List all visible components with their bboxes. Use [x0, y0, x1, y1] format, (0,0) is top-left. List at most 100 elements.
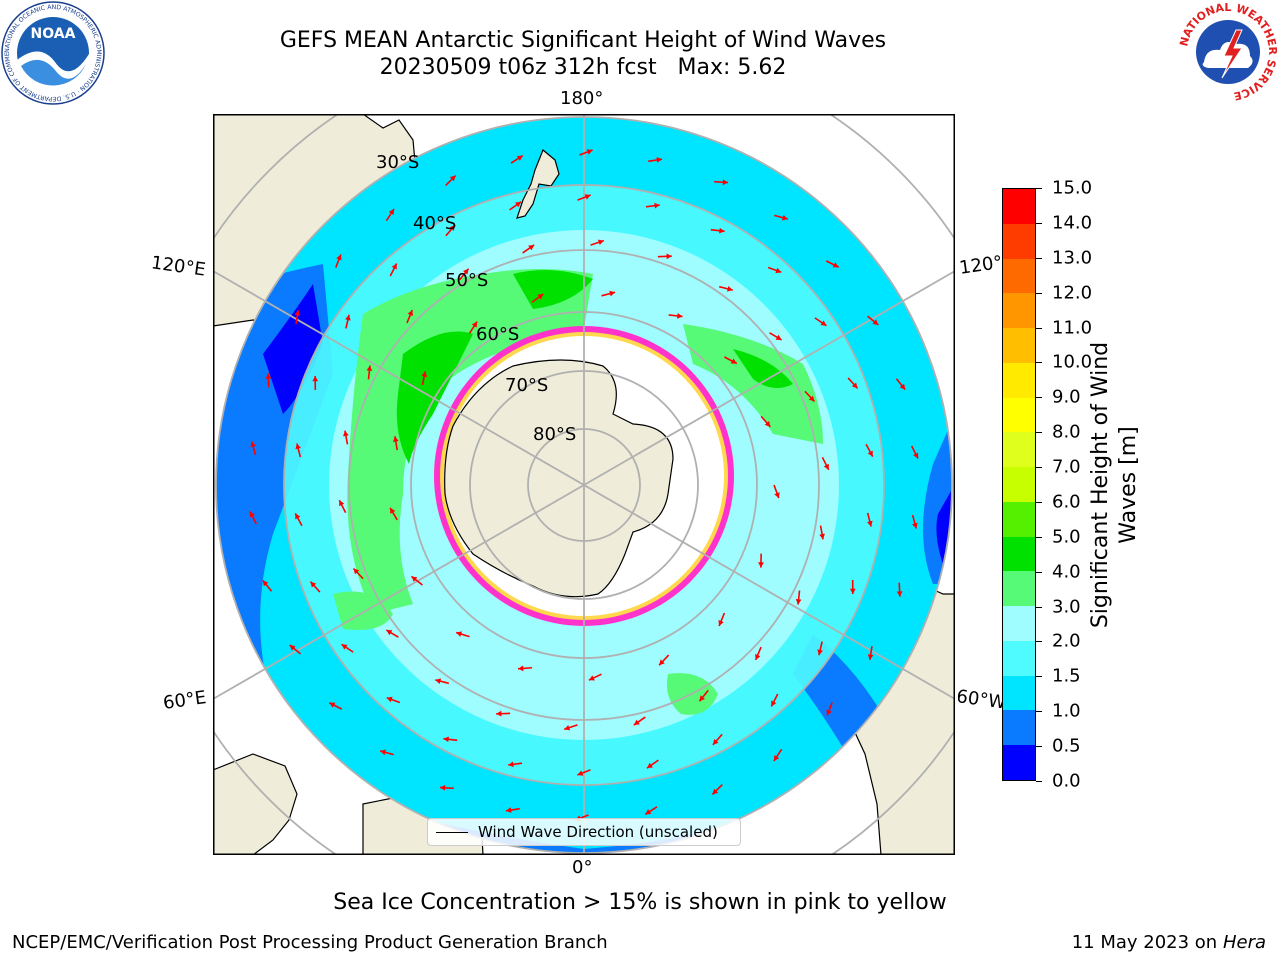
- wave-arrow-head: [380, 749, 387, 756]
- wave-arrow-head: [867, 450, 873, 457]
- wave-arrow-head: [386, 630, 393, 636]
- colorbar-tick-mark: [1036, 397, 1042, 399]
- wave-patch-green-north: [513, 270, 593, 309]
- wave-arrow-head: [537, 294, 544, 300]
- colorbar-tick-mark: [1036, 432, 1042, 434]
- colorbar-segment: [1003, 571, 1035, 607]
- wave-arrow-head: [439, 784, 446, 791]
- wave-arrow-head: [774, 492, 780, 499]
- legend-line: [436, 831, 468, 833]
- wave-arrow-head: [435, 678, 442, 684]
- colorbar-tick-mark: [1036, 746, 1042, 748]
- colorbar-tick-mark: [1036, 781, 1042, 782]
- noaa-logo: NATIONAL OCEANIC AND ATMOSPHERIC ADMINIS…: [0, 0, 106, 106]
- colorbar-segment: [1003, 640, 1035, 676]
- wave-arrow-head: [775, 334, 782, 340]
- wave-arrow-head: [336, 254, 342, 261]
- colorbar-tick-label: 4.0: [1052, 561, 1081, 583]
- colorbar-segment: [1003, 362, 1035, 398]
- nws-logo: NATIONAL WEATHER SERVICE: [1176, 0, 1280, 104]
- wave-arrow-head: [795, 598, 802, 605]
- colorbar-tick-label: 11.0: [1052, 317, 1093, 339]
- wave-arrow-head: [597, 239, 604, 246]
- lon-label-0: 0°: [572, 857, 593, 878]
- wave-arrow-head: [851, 382, 858, 389]
- colorbar-tick-label: 2.0: [1052, 630, 1081, 652]
- wave-arrow-head: [654, 202, 660, 209]
- wave-arrow-head: [407, 310, 413, 316]
- wave-arrow-head: [755, 654, 761, 660]
- wave-arrow-head: [912, 522, 918, 529]
- lon-label-60w: 60°W: [958, 686, 1002, 714]
- colorbar-tick-mark: [1036, 362, 1042, 364]
- colorbar-tick-label: 5.0: [1052, 526, 1081, 548]
- wave-arrow-head: [656, 157, 663, 163]
- wave-arrow-head: [515, 201, 522, 208]
- wave-arrow-head: [867, 654, 874, 660]
- wave-arrow-head: [345, 314, 351, 321]
- wave-arrow-head: [849, 588, 856, 595]
- wave-arrow-head: [899, 383, 906, 390]
- wave-arrow-head: [584, 194, 591, 200]
- wave-arrow-head: [820, 320, 827, 326]
- colorbar-segment: [1003, 536, 1035, 572]
- colorbar-segment: [1003, 467, 1035, 502]
- wave-arrow-head: [265, 373, 272, 379]
- wave-arrow-head: [456, 631, 462, 637]
- wave-arrow-head: [411, 576, 418, 582]
- colorbar-segment: [1003, 328, 1035, 363]
- legend-text: Wind Wave Direction (unscaled): [478, 823, 718, 841]
- wave-arrow-head: [609, 290, 616, 297]
- colorbar-segment: [1003, 397, 1035, 433]
- wave-arrow-head: [386, 696, 393, 703]
- wave-arrow-head: [913, 452, 919, 459]
- wave-arrow-head: [771, 700, 777, 707]
- polar-map: [213, 114, 955, 855]
- colorbar-tick-label: 3.0: [1052, 596, 1081, 618]
- colorbar-tick-mark: [1036, 327, 1042, 329]
- wave-arrow-head: [726, 286, 733, 292]
- map-title-line2: 20230509 t06z 312h fcst Max: 5.62: [379, 55, 787, 80]
- wave-arrow-head: [730, 358, 737, 364]
- wave-arrow-head: [588, 675, 595, 681]
- wave-arrow-head: [471, 321, 478, 328]
- wave-arrow-head: [353, 568, 360, 575]
- lon-label-60w-clip: 60°W: [958, 684, 1002, 718]
- colorbar-segment: [1003, 606, 1035, 641]
- colorbar-tick-label: 12.0: [1052, 282, 1093, 304]
- wave-arrow-head: [633, 719, 640, 726]
- colorbar-segment: [1003, 710, 1035, 746]
- wave-patch-green-east: [683, 324, 823, 444]
- wave-arrow-head: [867, 520, 873, 527]
- wave-arrow-head: [392, 436, 399, 442]
- colorbar-label: Significant Height of Wind Waves [m]: [1088, 341, 1141, 629]
- colorbar-tick-label: 0.5: [1052, 735, 1081, 757]
- colorbar-tick-mark: [1036, 501, 1042, 503]
- wave-arrow-head: [646, 762, 653, 769]
- wave-arrow-head: [449, 225, 456, 231]
- wave-arrow-head: [250, 441, 256, 448]
- lat-label-60s: 60°S: [476, 324, 520, 345]
- wave-arrow-head: [808, 395, 815, 402]
- colorbar-segment: [1003, 432, 1035, 468]
- colorbar-tick-label: 1.0: [1052, 700, 1081, 722]
- lat-label-40s: 40°S: [413, 213, 457, 234]
- wave-arrow-head: [775, 267, 782, 274]
- colorbar-tick-mark: [1036, 711, 1042, 713]
- colorbar-tick-mark: [1036, 571, 1042, 573]
- wave-arrow-head: [666, 253, 672, 260]
- colorbar-tick-mark: [1036, 536, 1042, 538]
- lat-label-30s: 30°S: [376, 152, 420, 173]
- wave-arrow-head: [699, 695, 705, 702]
- colorbar-tick-mark: [1036, 641, 1042, 643]
- colorbar-tick-mark: [1036, 606, 1042, 608]
- colorbar-segment: [1003, 501, 1035, 537]
- wave-arrow-head: [310, 581, 317, 588]
- wave-arrow-head: [586, 149, 593, 155]
- wave-arrow-head: [872, 319, 879, 325]
- lat-label-50s: 50°S: [445, 270, 489, 291]
- wave-arrow-head: [312, 375, 319, 382]
- map-legend: Wind Wave Direction (unscaled): [427, 818, 741, 846]
- wave-arrow-head: [388, 208, 395, 215]
- wave-arrow-head: [343, 430, 349, 437]
